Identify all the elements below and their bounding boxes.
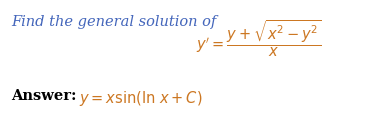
Text: Find the general solution of: Find the general solution of [11,15,216,29]
Text: $y' = \dfrac{y + \sqrt{x^2 - y^2}}{x}$: $y' = \dfrac{y + \sqrt{x^2 - y^2}}{x}$ [196,19,322,59]
Text: Answer:: Answer: [11,89,77,103]
Text: $y = x\sin(\ln\, x + C)$: $y = x\sin(\ln\, x + C)$ [79,89,203,108]
